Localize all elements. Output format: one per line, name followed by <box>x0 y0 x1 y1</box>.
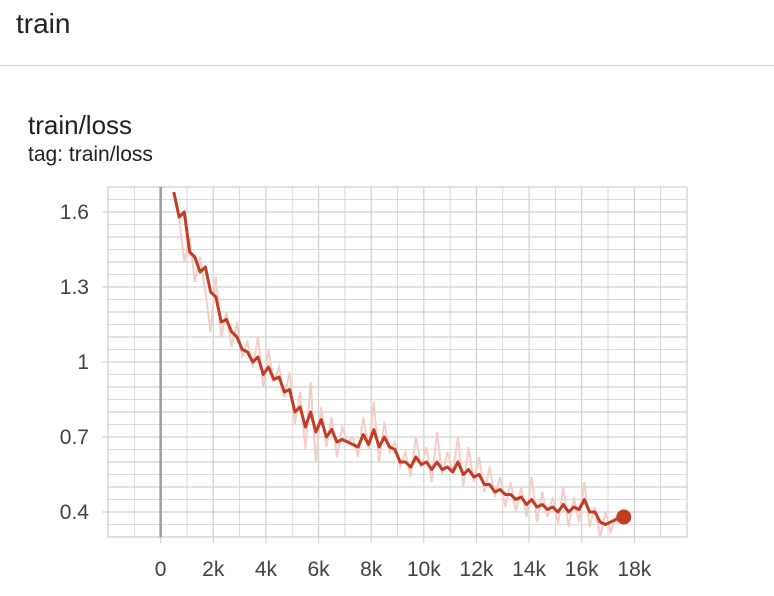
last-point-marker <box>616 509 632 525</box>
x-tick-label: 18k <box>617 558 651 581</box>
x-tick-label: 16k <box>565 558 599 581</box>
card-title: train/loss <box>28 110 133 140</box>
x-tick-label: 10k <box>407 558 441 581</box>
y-tick-label: 1.3 <box>60 276 89 299</box>
x-tick-label: 4k <box>255 558 278 581</box>
section-title: train <box>16 8 71 39</box>
x-tick-label: 8k <box>360 558 383 581</box>
x-tick-label: 14k <box>512 558 546 581</box>
x-tick-label: 2k <box>202 558 225 581</box>
chart-tick-labels: 0 2k 4k 6k 8k 10k 12k 14k 16k 18k 0.4 0.7 1 1.3 1.6 <box>60 201 652 581</box>
x-tick-label: 12k <box>460 558 494 581</box>
y-tick-label: 1.6 <box>60 201 89 224</box>
x-tick-label: 6k <box>307 558 330 581</box>
x-tick-label: 0 <box>155 558 167 581</box>
section-header[interactable]: train <box>0 0 774 66</box>
smoothed-loss-line <box>172 191 622 526</box>
chart-series <box>172 191 632 537</box>
y-tick-label: 0.7 <box>60 426 89 449</box>
chart-axes <box>102 187 688 543</box>
chart-grid <box>107 186 688 538</box>
y-tick-label: 0.4 <box>60 501 90 524</box>
y-tick-label: 1 <box>77 351 89 374</box>
card-subtitle: tag: train/loss <box>28 143 153 166</box>
